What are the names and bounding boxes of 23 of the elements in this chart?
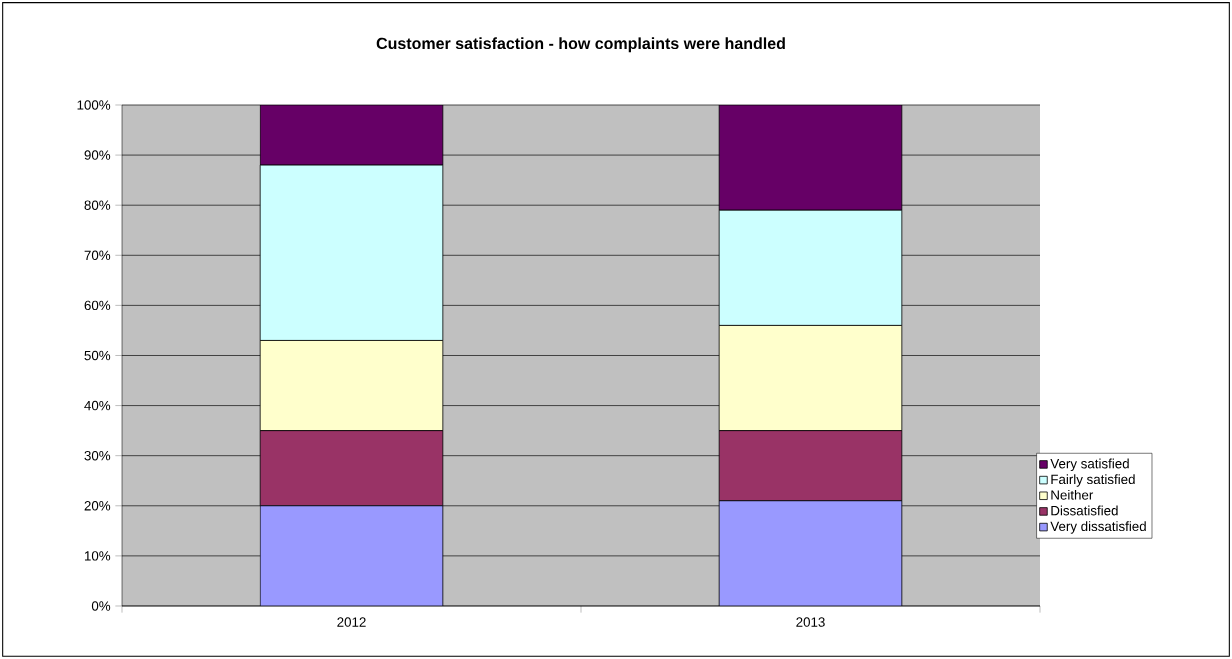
y-tick-label: 30% (84, 450, 111, 461)
legend-label: Dissatisfied (1051, 505, 1118, 516)
chart-title: Customer satisfaction - how complaints were handled (376, 37, 785, 53)
bar (718, 500, 903, 606)
y-tick-label: 10% (84, 551, 111, 561)
x-tick-label: 2012 (337, 617, 366, 627)
y-tick-label: 20% (84, 501, 111, 511)
legend-label: Very satisfied (1050, 458, 1129, 472)
y-tick-label: 40% (84, 400, 111, 411)
y-tick-label: 70% (84, 250, 111, 260)
y-tick-label: 60% (84, 300, 111, 311)
y-tick-label: 90% (84, 150, 111, 160)
y-tick-label: 0% (91, 601, 111, 611)
x-tick-label: 2013 (796, 617, 825, 627)
bar (259, 104, 444, 166)
y-tick-label: 80% (84, 200, 111, 210)
bar (259, 505, 444, 606)
y-tick-label: 50% (84, 350, 111, 361)
legend-label: Neither (1051, 489, 1094, 500)
y-tick-label: 100% (77, 100, 111, 110)
legend-label: Fairly satisfied (1051, 474, 1135, 487)
legend-label: Very dissatisfied (1050, 521, 1146, 534)
bar (718, 104, 903, 211)
